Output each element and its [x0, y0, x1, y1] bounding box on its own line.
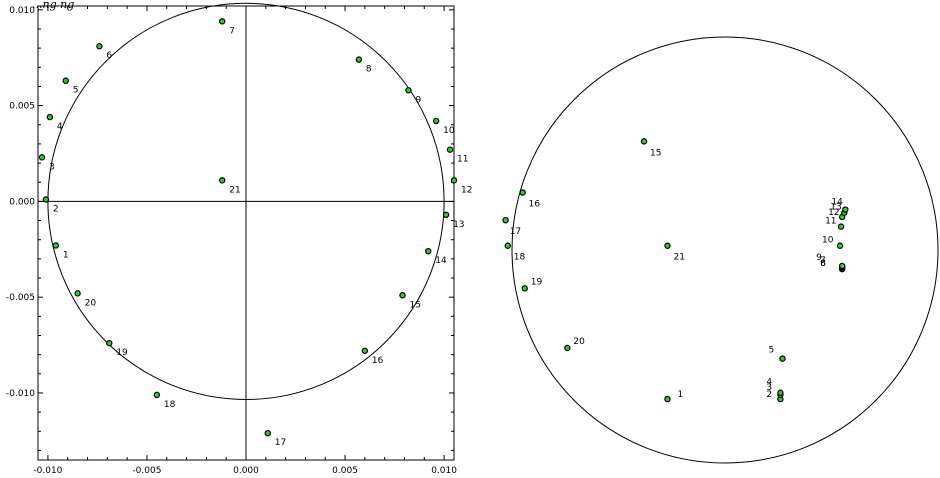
- left-point-10: [432, 117, 440, 125]
- left-point-label-21: 21: [229, 185, 240, 195]
- left-point-21: [219, 177, 226, 184]
- left-point-label-16: 16: [372, 356, 384, 366]
- right-point-label-21: 21: [673, 253, 684, 263]
- left-point-label-8: 8: [366, 65, 372, 75]
- right-point-1: [664, 395, 671, 403]
- right-point-label-5: 5: [769, 346, 775, 356]
- right-reference-circle: [511, 36, 939, 464]
- left-point-label-17: 17: [275, 438, 286, 448]
- left-point-label-1: 1: [63, 250, 69, 260]
- right-point-label-8: 8: [820, 259, 826, 269]
- left-x-tick-label: 0.000: [233, 466, 259, 476]
- right-point-label-14: 14: [831, 198, 843, 208]
- left-point-14: [425, 247, 432, 255]
- right-point-label-13: 13: [830, 203, 841, 213]
- left-point-label-9: 9: [415, 95, 421, 105]
- right-point-label-4: 4: [766, 378, 772, 388]
- left-point-label-19: 19: [116, 348, 128, 358]
- left-point-label-18: 18: [164, 400, 176, 410]
- right-point-label-16: 16: [529, 199, 541, 209]
- right-point-label-1: 1: [677, 390, 683, 400]
- left-point-label-5: 5: [73, 86, 79, 96]
- right-point-label-11: 11: [825, 217, 836, 227]
- left-point-label-12: 12: [461, 185, 472, 195]
- right-point-label-18: 18: [514, 253, 526, 263]
- right-point-label-19: 19: [531, 277, 543, 287]
- left-point-8: [355, 56, 363, 63]
- left-point-13: [442, 211, 450, 219]
- left-y-tick-label: 0.000: [9, 197, 35, 207]
- left-point-label-4: 4: [57, 122, 63, 132]
- left-point-label-10: 10: [443, 126, 455, 136]
- left-point-label-20: 20: [85, 298, 97, 308]
- right-point-15: [640, 138, 648, 145]
- left-point-16: [361, 347, 369, 355]
- left-point-19: [106, 339, 113, 347]
- left-point-label-14: 14: [435, 256, 447, 266]
- right-point-21: [664, 242, 671, 249]
- right-point-label-20: 20: [573, 337, 585, 347]
- left-x-tick-label: 0.010: [431, 466, 457, 476]
- left-point-5: [62, 77, 69, 84]
- right-point-label-12: 12: [828, 208, 839, 218]
- right-point-label-3: 3: [766, 383, 772, 393]
- left-x-tick-label: -0.010: [33, 466, 62, 476]
- right-point-14: [842, 206, 849, 213]
- right-point-label-9: 9: [816, 253, 822, 263]
- left-point-label-15: 15: [409, 300, 420, 310]
- right-point-9: [838, 262, 846, 270]
- left-point-18: [153, 391, 161, 399]
- right-point-label-7: 7: [820, 256, 826, 266]
- left-point-11: [446, 146, 454, 153]
- left-point-label-13: 13: [453, 220, 464, 230]
- left-x-tick-label: 0.005: [332, 466, 358, 476]
- left-ticks: -0.010 -0.005 0.000 0.005 0.010 0.010 0.005 0.0…: [6, 6, 457, 476]
- left-point-9: [405, 87, 412, 94]
- left-y-tick-label: -0.010: [6, 389, 35, 399]
- left-point-2: [42, 196, 50, 203]
- right-point-20: [564, 344, 571, 352]
- right-point-16: [519, 189, 526, 196]
- right-point-19: [521, 285, 528, 292]
- left-point-20: [74, 290, 81, 297]
- left-point-1: [52, 242, 60, 249]
- right-point-label-17: 17: [510, 227, 521, 237]
- left-point-6: [96, 43, 103, 50]
- left-y-tick-label: 0.005: [9, 102, 35, 112]
- left-point-4: [46, 113, 54, 121]
- right-point-11: [837, 223, 845, 230]
- left-point-15: [399, 292, 406, 299]
- left-point-label-3: 3: [49, 162, 55, 172]
- right-point-18: [504, 242, 511, 249]
- right-point-label-2: 2: [766, 390, 772, 400]
- left-point-label-6: 6: [106, 51, 112, 61]
- right-point-label-6: 6: [820, 259, 826, 269]
- left-y-tick-label: -0.005: [6, 293, 35, 303]
- left-point-label-7: 7: [229, 26, 235, 36]
- left-point-7: [219, 18, 226, 25]
- left-point-12: [450, 177, 458, 184]
- left-point-label-11: 11: [457, 155, 468, 165]
- right-point-4: [777, 389, 784, 396]
- left-y-tick-label: 0.010: [9, 6, 35, 16]
- left-point-17: [264, 429, 271, 437]
- left-point-label-2: 2: [53, 204, 59, 214]
- right-point-label-15: 15: [650, 148, 661, 158]
- left-scatter-chart: -0.010 -0.005 0.000 0.005 0.010 0.010 0.005 0.0…: [6, 2, 472, 476]
- right-point-17: [502, 216, 509, 224]
- right-point-label-10: 10: [822, 236, 834, 246]
- left-point-3: [38, 154, 46, 161]
- right-point-5: [779, 355, 786, 362]
- right-point-10: [836, 242, 844, 249]
- left-x-tick-label: -0.005: [132, 466, 161, 476]
